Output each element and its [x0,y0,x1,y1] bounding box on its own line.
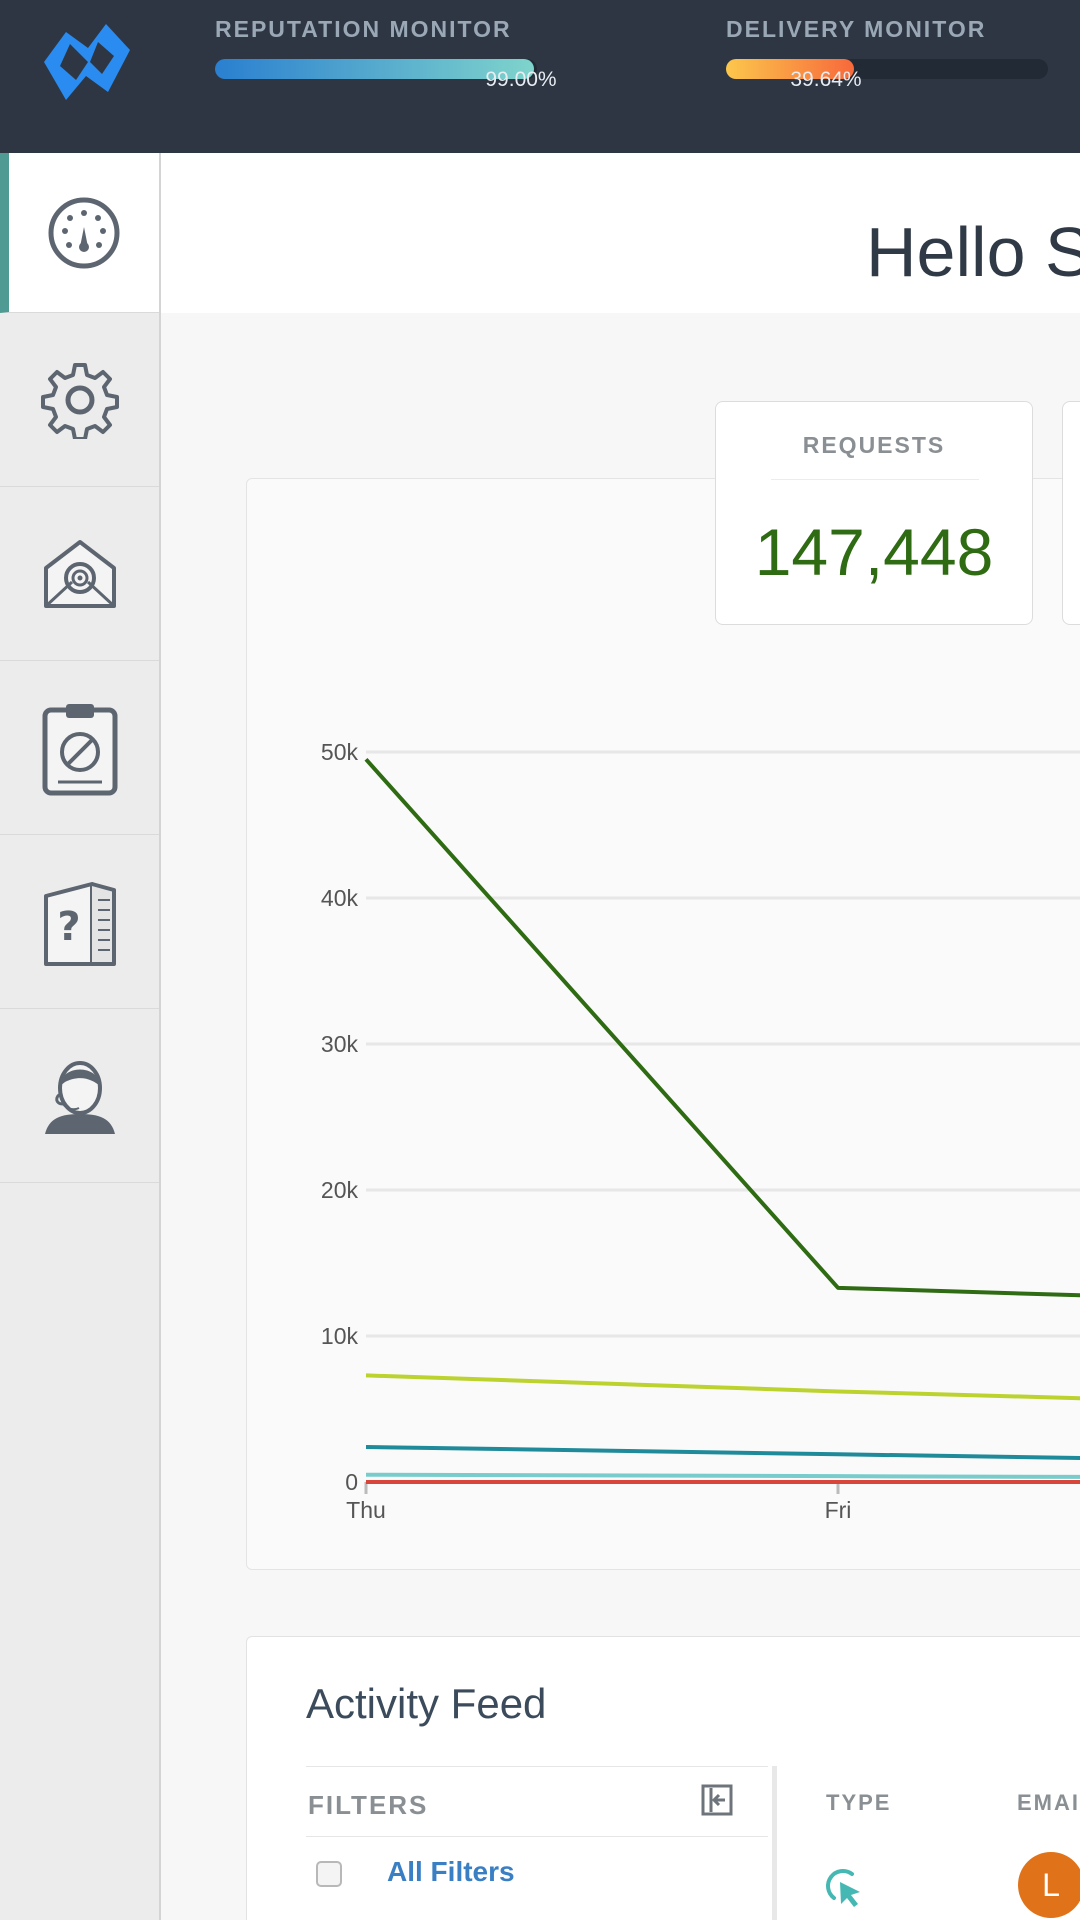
filters-label: FILTERS [308,1790,429,1820]
feed-column-divider [772,1766,777,1920]
stat-divider [771,479,979,480]
reputation-percent: 99.00% [485,68,557,91]
greeting-heading: Hello S [866,213,1080,291]
chart-series-line-3[interactable] [365,1444,1080,1462]
delivery-progress-track [726,59,1048,79]
activity-feed-title: Activity Feed [306,1680,547,1727]
top-bar: REPUTATION MONITOR 99.00% DELIVERY MONIT… [0,0,1080,153]
delivery-monitor-title: DELIVERY MONITOR [726,16,987,42]
sidebar-item-email-reputation[interactable] [0,487,159,661]
sidebar-item-blocklist[interactable] [0,661,159,835]
column-header-email[interactable]: EMAI [1017,1790,1080,1815]
chart-series-line-2[interactable] [365,1373,1080,1404]
reputation-monitor[interactable]: REPUTATION MONITOR 99.00% [215,16,557,91]
click-cursor-icon [826,1869,860,1907]
delivery-monitor[interactable]: DELIVERY MONITOR 39.64% [726,16,1048,91]
collapse-panel-icon[interactable] [701,1784,733,1816]
divider [306,1836,768,1837]
reputation-progress-track [215,59,537,79]
chart-series-line-4[interactable] [365,1472,1080,1479]
y-tick-label: 30k [321,1031,359,1057]
x-tick-label: Thu [346,1497,386,1523]
brand-logo-icon[interactable] [36,14,138,104]
delivery-progress-fill [726,59,854,79]
sidebar-item-settings[interactable] [0,313,159,487]
svg-text:?: ? [57,904,80,950]
avatar[interactable]: L [1018,1852,1080,1918]
sidebar-item-dashboard[interactable] [0,153,159,313]
main-header-area [161,153,1080,313]
chart-series-line-1[interactable] [364,757,1080,1302]
delivery-percent: 39.64% [790,68,862,91]
y-tick-label: 50k [321,739,359,765]
divider [306,1766,768,1767]
y-tick-label: 40k [321,885,359,911]
stat-label: REQUESTS [802,432,946,458]
all-filters-link[interactable]: All Filters [387,1856,515,1887]
envelope-target-icon [43,539,116,608]
requests-stat-card[interactable]: REQUESTS 147,448 [715,401,1033,625]
clipboard-blocked-icon [42,703,117,795]
all-filters-checkbox[interactable] [316,1861,342,1887]
y-tick-label: 0 [345,1469,358,1495]
help-book-icon: ? [43,881,116,966]
x-tick-label: Fri [825,1497,852,1523]
reputation-progress-fill [215,59,534,79]
stat-value: 147,448 [754,515,994,589]
secondary-stat-card[interactable] [1062,401,1080,625]
y-tick-label: 20k [321,1177,359,1203]
reputation-monitor-title: REPUTATION MONITOR [215,16,512,42]
column-header-type[interactable]: TYPE [826,1790,892,1815]
sidebar-item-help[interactable]: ? [0,835,159,1009]
dashboard-gauge-icon [48,197,120,268]
sidebar-item-support[interactable] [0,1009,159,1183]
requests-chart-card [246,478,1080,1570]
activity-feed-card [246,1636,1080,1920]
y-tick-label: 10k [321,1323,359,1349]
gear-icon [40,362,119,439]
support-agent-icon [44,1060,115,1134]
sidebar: ? [0,153,161,1920]
